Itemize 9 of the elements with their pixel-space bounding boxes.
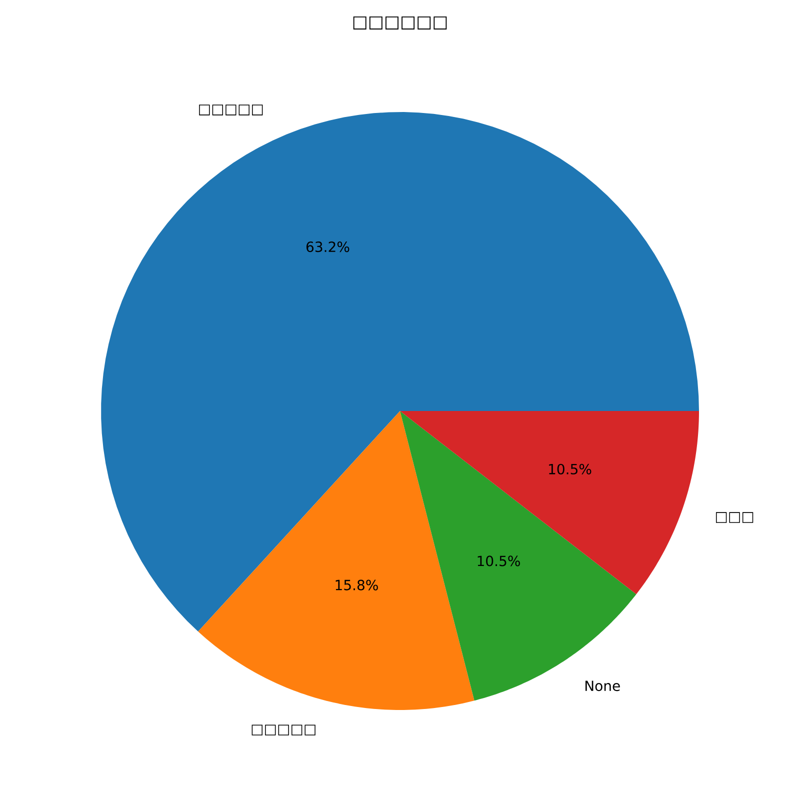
slice-label: None <box>585 680 620 692</box>
data-label: 15.8% <box>336 580 378 590</box>
chart-title: □□□□□□ <box>353 16 447 30</box>
data-label: 10.5% <box>549 464 592 474</box>
slice-label: □□□□□ <box>252 724 316 736</box>
slice-label: □□□□□ <box>199 104 263 116</box>
slice-label: □□□ <box>716 512 754 523</box>
data-label: 10.5% <box>478 556 520 566</box>
data-label: 63.2% <box>306 242 350 252</box>
